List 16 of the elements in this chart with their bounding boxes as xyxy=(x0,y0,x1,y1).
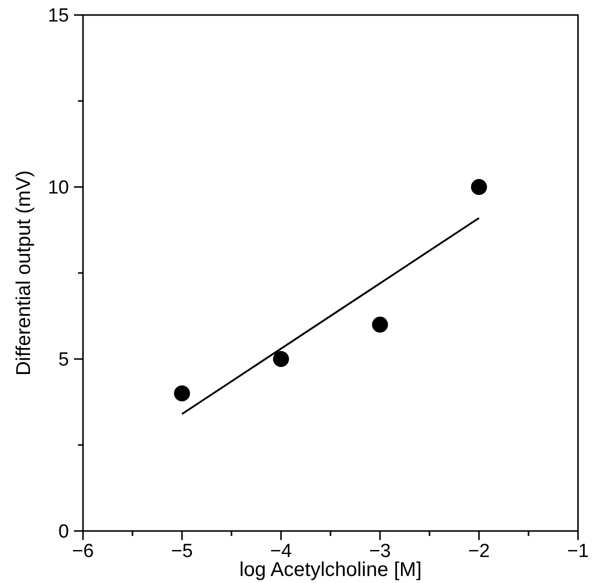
y-axis-title: Differential output (mV) xyxy=(13,170,35,376)
y-tick-label: 0 xyxy=(58,522,69,543)
point xyxy=(372,316,388,333)
x-tick-label: −4 xyxy=(270,541,292,562)
x-axis-title: log Acetylcholine [M] xyxy=(239,559,422,581)
x-tick-label: −2 xyxy=(468,541,490,562)
x-tick-label: −5 xyxy=(171,541,193,562)
point xyxy=(174,385,190,402)
point xyxy=(471,179,487,195)
y-tick-label: 15 xyxy=(48,6,69,27)
x-tick-label: −3 xyxy=(369,541,391,562)
x-tick-label: −6 xyxy=(72,541,94,562)
y-tick-label: 5 xyxy=(58,350,69,371)
point xyxy=(273,351,289,367)
x-tick-label: −1 xyxy=(567,541,589,562)
y-tick-label: 10 xyxy=(48,178,69,199)
